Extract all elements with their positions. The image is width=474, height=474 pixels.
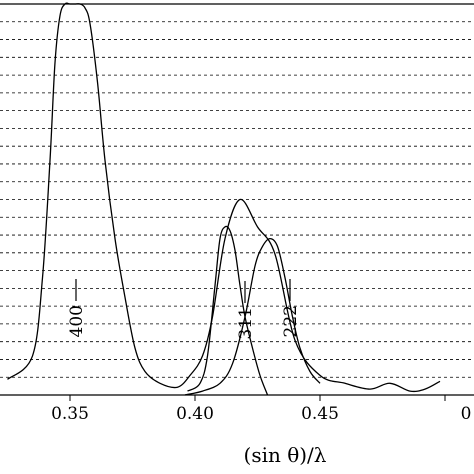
peak-label-311: 311 <box>236 281 256 339</box>
peak-label-400: 400 <box>67 279 87 337</box>
peak-label-text: 400 <box>67 305 87 337</box>
series-group <box>7 2 441 396</box>
x-tick-label: 0 <box>461 404 472 424</box>
peak-label-text: 311 <box>236 307 256 339</box>
series-line-222 <box>184 237 321 396</box>
x-ticks: 0.35 0.40 0.45 0 <box>51 395 471 424</box>
x-tick-label: 0.35 <box>51 404 89 424</box>
series-line-400 <box>7 2 441 393</box>
series-line-311 <box>187 225 269 396</box>
peak-label-222: 222 <box>281 279 301 337</box>
x-tick-label: 0.45 <box>301 404 339 424</box>
peak-label-text: 222 <box>281 305 301 337</box>
gridlines <box>0 21 474 378</box>
x-tick-label: 0.40 <box>176 404 214 424</box>
peak-labels: 400 311 222 <box>67 279 301 339</box>
x-axis-title: (sin θ)/λ <box>244 443 327 467</box>
